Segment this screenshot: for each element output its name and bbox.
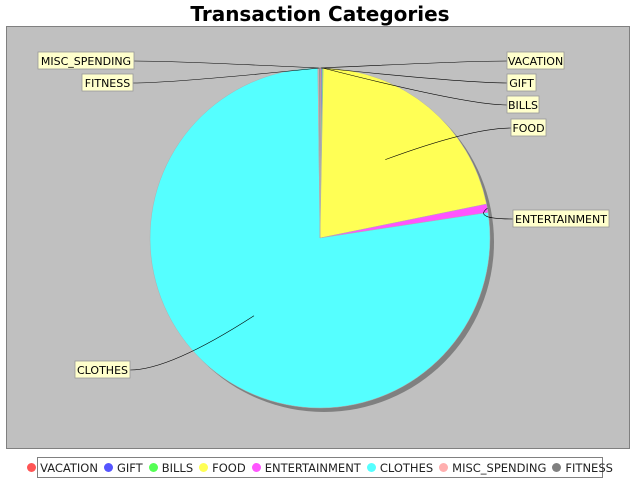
slice-label-food: FOOD [510, 118, 547, 137]
legend-label: ENTERTAINMENT [264, 460, 361, 475]
legend-item-fitness: FITNESS [552, 461, 613, 475]
legend-label: VACATION [40, 460, 98, 475]
legend-swatch [439, 463, 449, 472]
label-box [506, 73, 537, 92]
label-text: BILLS [508, 99, 538, 112]
leader-line-fitness [132, 67, 320, 84]
label-text: MISC_SPENDING [41, 55, 131, 68]
legend-swatch [148, 463, 158, 472]
legend-label: GIFT [116, 460, 143, 475]
legend-swatch [27, 463, 37, 472]
slice-label-misc-spending: MISC_SPENDING [37, 51, 135, 70]
label-text: FOOD [512, 122, 544, 135]
leader-line-vacation [320, 60, 508, 69]
label-text: FITNESS [85, 77, 130, 90]
slice-label-entertainment: ENTERTAINMENT [512, 209, 610, 228]
legend-item-gift: GIFT [103, 460, 143, 475]
slice-label-clothes: CLOTHES [74, 360, 131, 379]
label-box [512, 209, 610, 228]
label-box [510, 118, 547, 137]
slice-label-gift: GIFT [506, 73, 537, 92]
label-text: VACATION [508, 55, 563, 68]
legend-label: BILLS [161, 460, 194, 475]
label-box [506, 95, 540, 114]
legend-label: MISC_SPENDING [452, 460, 547, 475]
legend-item-clothes: CLOTHES [366, 460, 434, 475]
leader-line-misc-spending [133, 60, 319, 69]
slice-label-fitness: FITNESS [81, 73, 134, 92]
leader-line-clothes [129, 315, 255, 371]
legend-swatch [199, 463, 209, 472]
label-box [37, 51, 135, 70]
label-box [74, 360, 131, 379]
label-text: CLOTHES [77, 364, 128, 377]
legend-swatch [251, 463, 261, 472]
legend-item-entertainment: ENTERTAINMENT [251, 460, 361, 475]
chart-title: Transaction Categories [190, 2, 450, 26]
label-box [81, 73, 134, 92]
label-text: GIFT [509, 77, 534, 90]
legend-swatch [552, 463, 562, 472]
leader-line-entertainment [483, 208, 514, 220]
leader-line-bills [322, 67, 508, 106]
legend-item-misc-spending: MISC_SPENDING [439, 461, 546, 475]
legend-label: FOOD [212, 460, 246, 475]
pie-slice-clothes [149, 67, 491, 409]
legend-item-bills: BILLS [148, 460, 194, 475]
legend-item-vacation: VACATION [27, 461, 98, 475]
legend-item-food: FOOD [199, 461, 246, 475]
leader-line-food [385, 127, 512, 160]
leader-line-gift [321, 67, 508, 84]
slice-label-bills: BILLS [506, 95, 540, 114]
legend-label: CLOTHES [379, 460, 434, 475]
label-text: ENTERTAINMENT [515, 213, 607, 226]
legend-label: FITNESS [565, 460, 613, 475]
label-box [506, 51, 565, 70]
legend: VACATION GIFT BILLS FOOD ENTERTAINMENT CLOTHE… [27, 457, 613, 478]
legend-swatch [366, 463, 376, 472]
legend-swatch [103, 463, 113, 472]
slice-label-vacation: VACATION [506, 51, 565, 70]
